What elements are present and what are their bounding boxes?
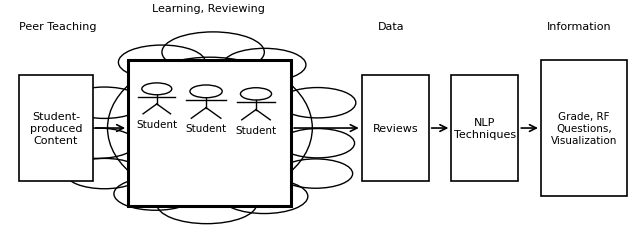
Circle shape [65,88,144,119]
Text: NLP
Techniques: NLP Techniques [454,118,516,139]
Circle shape [118,46,205,80]
Circle shape [60,129,136,159]
Circle shape [157,184,257,224]
Circle shape [278,159,353,188]
Text: Peer Teaching: Peer Teaching [19,21,97,32]
Circle shape [223,49,306,82]
Bar [541,60,627,197]
Circle shape [66,159,143,189]
Circle shape [221,179,308,214]
Text: Reviews: Reviews [372,123,418,134]
Bar [128,60,291,207]
Text: Grade, RF
Questions,
Visualization: Grade, RF Questions, Visualization [551,112,617,145]
Circle shape [280,129,355,158]
Text: Learning, Reviewing: Learning, Reviewing [152,4,264,14]
Bar [451,76,518,181]
Bar [362,76,429,181]
Circle shape [114,178,197,210]
Text: Student: Student [236,125,276,135]
Text: Student: Student [186,124,227,134]
Bar [19,76,93,181]
Text: Information: Information [547,21,612,32]
Circle shape [279,88,356,118]
Ellipse shape [108,58,312,199]
Text: Student-
produced
Content: Student- produced Content [29,112,83,145]
Circle shape [162,33,264,73]
Text: Data: Data [378,21,404,32]
Text: Student: Student [136,119,177,129]
